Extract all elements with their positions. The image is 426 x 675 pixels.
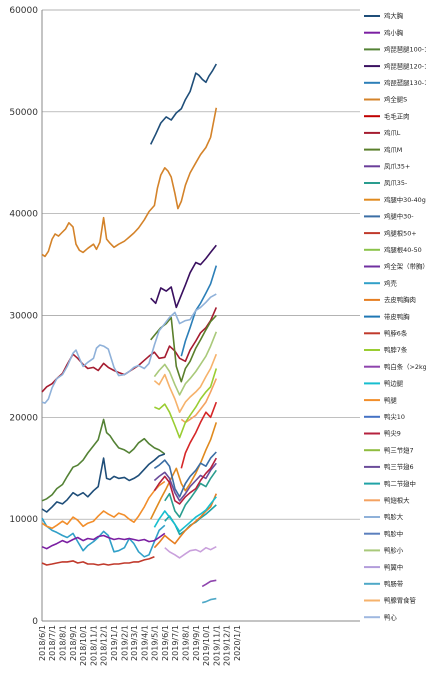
series-line-40 (201, 579, 217, 588)
y-tick-label: 0 (32, 617, 38, 627)
legend-entry: 鸡大胸 (384, 11, 404, 20)
legend-entry: 鸭尖10 (384, 412, 405, 421)
legend-entry: 鸡爪L (384, 128, 401, 137)
y-tick-label: 10000 (9, 515, 38, 525)
x-tick-label: 2019/6/1 (161, 625, 170, 661)
series-line-46 (154, 368, 218, 439)
y-tick-label: 20000 (9, 413, 38, 423)
y-tick-label: 60000 (9, 6, 38, 16)
x-tick-label: 2019/8/1 (181, 625, 190, 661)
legend-entry: 带皮鸭胸 (384, 312, 410, 321)
x-tick-label: 2018/9/1 (69, 625, 78, 661)
x-tick-label: 2019/2/1 (120, 625, 129, 661)
series-line-50 (153, 496, 217, 533)
series-line-23 (41, 480, 166, 530)
legend-entry: 鸭翼中 (384, 562, 403, 571)
legend-entry: 鸡全架（带胸） (384, 262, 426, 271)
legend-entry: 鸭翅根大 (384, 496, 410, 505)
y-tick-labels: 0 10000 20000 30000 40000 50000 60000 (9, 6, 38, 627)
gridlines (42, 9, 360, 520)
series-line-0 (149, 63, 217, 145)
series-line-16 (41, 517, 166, 558)
legend-entry: 鸡琵琶腿100-120g (384, 45, 426, 54)
x-tick-label: 2019/5/1 (150, 625, 159, 661)
legend-entry: 鸡腿根40-50 (384, 245, 422, 254)
legend-entry: 鸭白条（>2kg） (384, 362, 426, 371)
x-tick-label: 2020/1/1 (233, 625, 242, 661)
legend-entry: 凤爪35- (384, 179, 407, 187)
series-line-47 (153, 451, 217, 498)
legend-entry: 鸭三节翅7 (384, 445, 414, 454)
y-tick-label: 50000 (9, 108, 38, 118)
x-tick-label: 2019/11/1 (212, 625, 221, 666)
legend-entry: 鸭胗中 (384, 529, 403, 538)
legend-entry: 鸭二节翅中 (384, 479, 416, 488)
series-lines (41, 63, 218, 604)
legend-entry: 鸭脖7条 (384, 345, 408, 354)
x-tick-label: 2019/1/1 (110, 625, 119, 661)
legend-entry: 鸭腺胃食管 (384, 596, 416, 605)
x-tick-label: 2019/3/1 (130, 625, 139, 661)
legend-entry: 鸡琵琶腿130-150g (384, 78, 426, 87)
series-line-43 (164, 469, 217, 518)
series-line-39 (41, 556, 155, 566)
series-line-30 (41, 293, 217, 404)
x-tick-labels: 2018/6/1 2018/7/1 2018/8/1 2018/9/1 2018/10/… (38, 625, 242, 666)
series-line-11 (149, 422, 218, 520)
x-tick-label: 2018/8/1 (59, 625, 68, 661)
legend-entry: 鸡爪M (384, 145, 402, 154)
legend-entry: 鸭肠带 (384, 579, 404, 588)
series-line-48 (153, 462, 217, 502)
x-tick-label: 2019/9/1 (192, 625, 201, 661)
legend-entry: 鸭三节翅6 (384, 462, 414, 471)
x-tick-label: 2019/12/1 (222, 625, 231, 666)
x-tick-label: 2019/4/1 (140, 625, 149, 661)
legend-entry: 鸡小胸 (384, 28, 404, 37)
series-line-45 (153, 493, 218, 549)
series-line-4 (180, 265, 218, 357)
legend-entry: 鸡腿根50+ (384, 228, 417, 237)
series-line-37 (41, 453, 166, 513)
legend-entry: 凤爪35+ (384, 163, 410, 171)
legend-entry: 鸡壳 (384, 278, 397, 287)
series-line-3 (150, 244, 217, 309)
legend-entry: 鸭胗大 (384, 512, 404, 521)
x-tick-label: 2018/12/1 (100, 625, 109, 666)
legend-entry: 去皮鸭胸肉 (384, 295, 416, 304)
series-line-52 (153, 331, 218, 396)
legend-entry: 鸭尖9 (384, 429, 401, 438)
x-tick-label: 2019/7/1 (171, 625, 180, 661)
x-tick-label: 2018/10/1 (79, 625, 88, 666)
series-line-5 (41, 107, 218, 258)
legend-entry: 鸭胗小 (384, 546, 404, 555)
legend-entry: 鸭腿 (384, 395, 397, 404)
legend-entry: 鸭心 (384, 612, 397, 621)
x-tick-label: 2018/7/1 (48, 625, 57, 661)
series-line-34 (201, 597, 217, 604)
legend-entry: 鸡腿中30-40g (384, 195, 426, 204)
x-tick-label: 2019/10/1 (202, 625, 211, 666)
x-tick-label: 2018/11/1 (89, 625, 98, 666)
legend-entry: 鸭边腿 (384, 379, 404, 388)
legend-entry: 毛毛正肉 (384, 111, 410, 120)
y-tick-label: 30000 (9, 312, 38, 322)
series-line-49 (153, 457, 217, 505)
series-line-44 (164, 545, 217, 559)
series-line-41 (180, 401, 218, 469)
series-line-2 (41, 418, 166, 502)
legend-entry: 鸡琵琶腿120-130g (384, 61, 426, 70)
y-tick-label: 40000 (9, 210, 38, 220)
series-line-38 (41, 532, 166, 550)
x-tick-label: 2018/6/1 (38, 625, 47, 661)
legend-entry: 鸡全腿S (384, 95, 407, 104)
legend-entry: 鸭脖6条 (384, 329, 408, 338)
legend-entry: 鸡腿中30- (384, 212, 414, 221)
series-line-51 (153, 353, 218, 413)
